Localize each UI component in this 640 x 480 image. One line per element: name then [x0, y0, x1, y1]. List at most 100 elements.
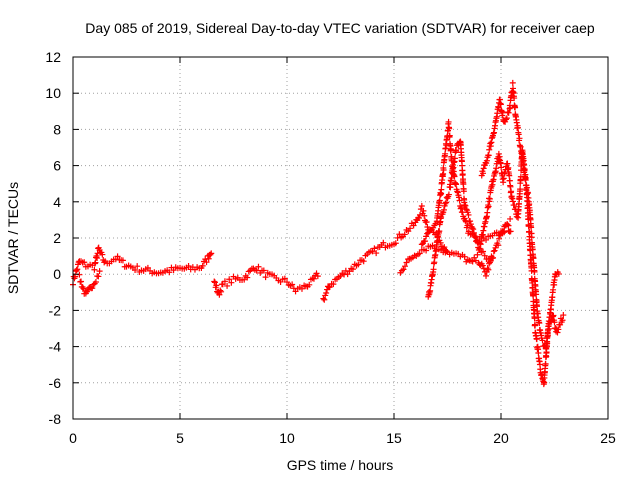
data-point: [89, 285, 96, 292]
data-point: [486, 195, 493, 202]
data-point: [528, 267, 535, 274]
data-point: [211, 279, 218, 286]
data-point: [559, 317, 566, 324]
y-tick-labels: -8 -6 -4 -2 0 2 4 6 8 10 12: [45, 49, 61, 427]
data-point: [313, 270, 320, 277]
data-point: [134, 263, 141, 270]
x-tick-label: 15: [386, 430, 402, 446]
data-point: [400, 266, 407, 273]
data-point: [422, 238, 429, 245]
data-point: [321, 296, 328, 303]
data-point: [461, 201, 468, 208]
data-point: [511, 202, 518, 209]
data-point: [498, 164, 505, 171]
data-point: [433, 241, 440, 248]
data-point: [440, 167, 447, 174]
data-point: [474, 251, 481, 258]
data-point: [410, 222, 417, 229]
data-point: [535, 349, 542, 356]
data-point: [101, 259, 108, 266]
chart-title: Day 085 of 2019, Sidereal Day-to-day VTE…: [85, 20, 595, 36]
y-tick-label: -8: [49, 411, 62, 427]
data-point: [509, 195, 516, 202]
data-point: [481, 252, 488, 259]
data-point: [416, 250, 423, 257]
data-point: [436, 197, 443, 204]
data-point: [244, 274, 251, 281]
data-point: [380, 239, 387, 246]
data-point: [467, 221, 474, 228]
data-point: [505, 222, 512, 229]
data-point: [497, 101, 504, 108]
data-point: [485, 152, 492, 159]
data-point: [517, 186, 524, 193]
data-point: [449, 170, 456, 177]
data-point: [281, 275, 288, 282]
data-point: [396, 231, 403, 238]
axis-ticks: [72, 56, 609, 420]
data-point: [504, 109, 511, 116]
data-point: [407, 225, 414, 232]
data-point: [483, 236, 490, 243]
data-point: [485, 203, 492, 210]
data-point: [330, 281, 337, 288]
data-point: [447, 184, 454, 191]
data-point: [114, 253, 121, 260]
y-axis-label: SDTVAR / TECUs: [5, 182, 21, 294]
data-point: [442, 150, 449, 157]
data-point: [421, 212, 428, 219]
data-point: [445, 118, 452, 125]
data-point: [479, 262, 486, 269]
data-point: [427, 287, 434, 294]
data-point: [73, 267, 80, 274]
data-point: [420, 207, 427, 214]
y-tick-label: 0: [53, 266, 61, 282]
data-point: [217, 287, 224, 294]
data-point: [320, 295, 327, 302]
data-point: [260, 267, 267, 274]
data-point: [218, 288, 225, 295]
data-point: [524, 204, 531, 211]
data-point: [516, 135, 523, 142]
data-point: [477, 241, 484, 248]
data-point: [74, 266, 81, 273]
data-point: [228, 279, 235, 286]
x-tick-label: 0: [69, 430, 77, 446]
data-point: [416, 215, 423, 222]
data-point: [491, 247, 498, 254]
data-point: [500, 175, 507, 182]
data-point: [310, 275, 317, 282]
data-point: [205, 255, 212, 262]
data-point: [207, 251, 214, 258]
data-point: [509, 79, 516, 86]
data-point: [460, 188, 467, 195]
data-point: [355, 261, 362, 268]
data-point: [323, 289, 330, 296]
data-point: [423, 218, 430, 225]
data-point: [440, 206, 447, 213]
data-point: [490, 248, 497, 255]
data-point: [555, 326, 562, 333]
data-point: [430, 266, 437, 273]
data-point: [211, 278, 218, 285]
data-point: [483, 272, 490, 279]
data-point: [401, 231, 408, 238]
data-point: [208, 250, 215, 257]
data-point: [525, 223, 532, 230]
data-point: [495, 242, 502, 249]
data-point: [507, 215, 514, 222]
data-point: [253, 267, 260, 274]
data-point: [508, 188, 515, 195]
data-point: [515, 131, 522, 138]
data-point: [525, 216, 532, 223]
data-point: [554, 329, 561, 336]
data-point: [463, 206, 470, 213]
data-point: [429, 242, 436, 249]
data-point: [224, 282, 231, 289]
data-point: [306, 281, 313, 288]
data-point: [166, 269, 173, 276]
data-point: [442, 200, 449, 207]
data-point: [503, 115, 510, 122]
data-point: [521, 166, 528, 173]
data-point: [95, 273, 102, 280]
